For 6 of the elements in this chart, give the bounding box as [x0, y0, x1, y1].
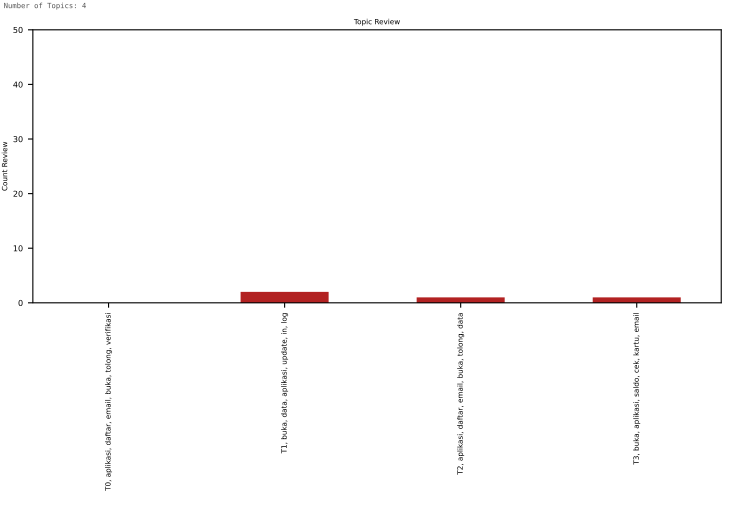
y-tick-label: 40: [13, 81, 23, 88]
y-tick-label: 10: [14, 245, 23, 252]
y-tick-label: 30: [13, 136, 23, 142]
y-tick-label: 20: [13, 190, 23, 197]
y-tick-label: 0: [18, 300, 23, 306]
y-tick-label: 50: [14, 26, 23, 33]
